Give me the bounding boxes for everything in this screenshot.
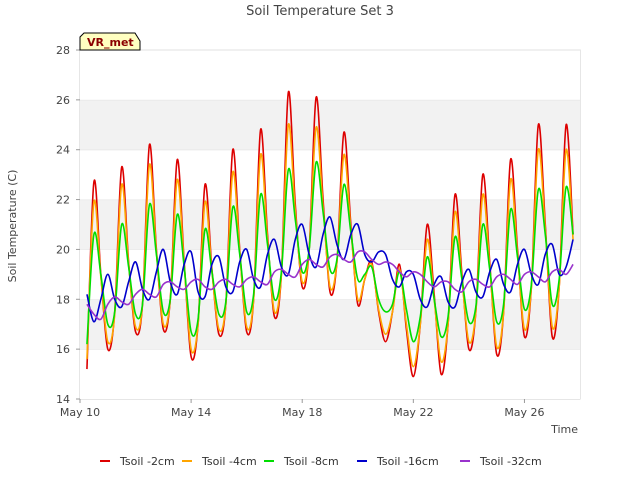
legend: Tsoil -2cm Tsoil -4cm Tsoil -8cm Tsoil -16c… <box>100 455 542 468</box>
plot-area: 14 16 18 20 22 24 26 28 May 10 May 14 May 18 May 2… <box>56 44 581 419</box>
x-tick-label: May 22 <box>393 406 433 419</box>
y-tick-label: 14 <box>56 393 70 406</box>
series-line-tsoil-4cm <box>86 123 574 368</box>
y-tick-label: 16 <box>56 343 70 356</box>
legend-label: Tsoil -2cm <box>119 455 175 468</box>
legend-label: Tsoil -4cm <box>201 455 257 468</box>
chart-title: Soil Temperature Set 3 <box>246 4 394 19</box>
legend-label: Tsoil -16cm <box>376 455 439 468</box>
grid-band <box>80 299 580 350</box>
y-tick-label: 22 <box>56 194 70 207</box>
legend-label: Tsoil -8cm <box>283 455 339 468</box>
x-axis: May 10 May 14 May 18 May 22 May 26 <box>60 399 545 419</box>
x-axis-title: Time <box>550 423 578 436</box>
y-tick-label: 24 <box>56 144 70 157</box>
x-tick-label: May 26 <box>504 406 544 419</box>
grid-band <box>80 349 580 399</box>
series-lines <box>86 90 574 378</box>
x-tick-label: May 18 <box>282 406 322 419</box>
x-tick-label: May 14 <box>171 406 211 419</box>
y-tick-label: 18 <box>56 293 70 306</box>
series-line-tsoil-16cm <box>86 216 574 323</box>
series-line-tsoil-8cm <box>86 161 574 345</box>
y-axis-title: Soil Temperature (C) <box>6 170 19 283</box>
y-tick-label: 26 <box>56 94 70 107</box>
y-axis: 14 16 18 20 22 24 26 28 <box>56 44 80 406</box>
badge: VR_met <box>79 32 141 51</box>
x-tick-label: May 10 <box>60 406 100 419</box>
grid-band <box>80 99 580 150</box>
badge-shape <box>79 32 141 51</box>
grid-band <box>80 149 580 200</box>
grid-band <box>80 199 580 250</box>
legend-label: Tsoil -32cm <box>479 455 542 468</box>
badge-label: VR_met <box>87 36 134 49</box>
grid-band <box>80 50 580 100</box>
y-tick-label: 28 <box>56 44 70 57</box>
y-tick-label: 20 <box>56 243 70 256</box>
series-line-tsoil-32cm <box>86 250 574 321</box>
grid-bands <box>80 49 580 399</box>
